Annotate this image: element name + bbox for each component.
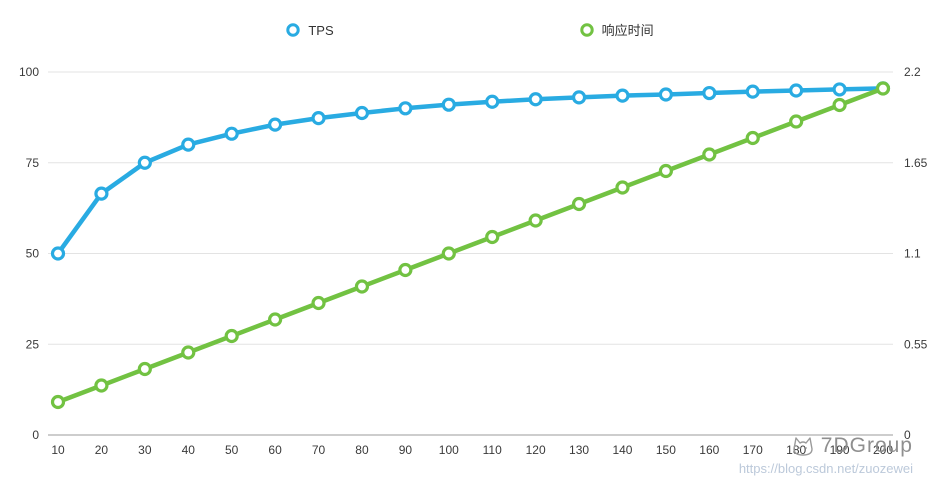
tps-marker [485, 94, 500, 109]
right-axis-tick: 2.2 [904, 65, 921, 79]
left-axis-tick: 50 [26, 247, 40, 261]
response-time-marker [354, 279, 370, 294]
response-time-marker [745, 130, 760, 146]
tps-marker [50, 246, 66, 261]
tps-marker [658, 87, 673, 102]
tps-marker [789, 83, 804, 98]
response-time-marker [875, 81, 891, 96]
x-axis-tick: 90 [399, 443, 413, 457]
response-time-marker [789, 114, 804, 129]
legend-marker-icon [286, 23, 301, 37]
tps-line [55, 86, 886, 256]
right-axis-tick: 1.65 [904, 156, 928, 170]
x-axis-tick: 70 [312, 443, 326, 457]
x-axis-tick: 180 [786, 443, 806, 457]
legend-marker-icon [579, 23, 594, 37]
x-axis-tick: 80 [355, 443, 369, 457]
response-time-marker [224, 328, 239, 344]
response-time-marker [311, 295, 326, 311]
response-time-marker [528, 213, 543, 228]
tps-marker [224, 126, 239, 141]
response-time-marker [832, 97, 847, 113]
x-axis-tick: 110 [483, 443, 502, 457]
legend-item-response-time: 响应时间 [579, 22, 654, 38]
left-axis-tick: 75 [26, 156, 40, 170]
right-axis-tick: 0.55 [904, 337, 928, 351]
watermark-brand-row: 7DGroup [739, 434, 913, 458]
watermark-brand: 7DGroup [820, 434, 913, 457]
x-axis-tick: 130 [569, 443, 589, 457]
tps-marker [137, 155, 152, 170]
response-time-marker [268, 312, 283, 327]
right-axis-tick: 1.1 [904, 247, 921, 261]
x-axis-tick: 10 [51, 443, 65, 457]
tps-marker [441, 97, 456, 112]
x-axis-tick: 40 [182, 443, 196, 457]
tps-marker [615, 88, 630, 103]
x-axis-tick: 100 [439, 443, 459, 457]
cat-logo-icon [793, 437, 813, 456]
tps-marker [528, 92, 543, 107]
x-axis-tick: 20 [95, 443, 109, 457]
response-time-line [55, 86, 886, 405]
response-time-marker [50, 394, 66, 410]
response-time-marker [181, 345, 196, 360]
tps-marker [311, 111, 326, 126]
left-axis-tick: 25 [26, 337, 40, 351]
legend-label: TPS [308, 22, 334, 38]
legend: TPS 响应时间 [0, 22, 939, 38]
left-axis-tick: 100 [19, 65, 39, 79]
tps-marker [398, 101, 413, 116]
x-axis-tick: 50 [225, 443, 239, 457]
x-axis-tick: 120 [526, 443, 546, 457]
response-time-marker [137, 361, 152, 377]
x-axis-tick: 150 [656, 443, 676, 457]
watermark-url: https://blog.csdn.net/zuozewei [738, 461, 913, 476]
x-axis-tick: 190 [830, 443, 850, 457]
tps-marker [181, 137, 196, 152]
response-time-marker [702, 147, 717, 162]
tps-marker [702, 85, 717, 101]
x-axis-tick: 140 [612, 443, 632, 457]
x-axis-tick: 170 [743, 443, 763, 457]
response-time-marker [658, 163, 673, 179]
x-axis-tick: 200 [873, 443, 893, 457]
tps-marker [745, 84, 760, 99]
right-axis-tick: 0 [904, 428, 911, 442]
response-time-marker [571, 196, 587, 212]
tps-marker [354, 105, 370, 121]
response-time-marker [398, 262, 413, 278]
watermark: 7DGroup https://blog.csdn.net/zuozewei [739, 434, 913, 476]
left-axis-tick: 0 [32, 428, 39, 442]
legend-label: 响应时间 [601, 22, 654, 38]
response-time-marker [94, 378, 109, 393]
legend-item-tps: TPS [285, 22, 334, 38]
response-time-marker [485, 229, 500, 245]
x-axis-tick: 160 [699, 443, 719, 457]
tps-marker [268, 117, 283, 132]
response-time-marker [441, 246, 456, 261]
tps-marker [94, 186, 109, 201]
x-axis-tick: 60 [268, 443, 282, 457]
tps-marker [571, 90, 587, 105]
tps-marker [832, 82, 847, 97]
response-time-marker [615, 180, 630, 195]
x-axis-tick: 30 [138, 443, 152, 457]
